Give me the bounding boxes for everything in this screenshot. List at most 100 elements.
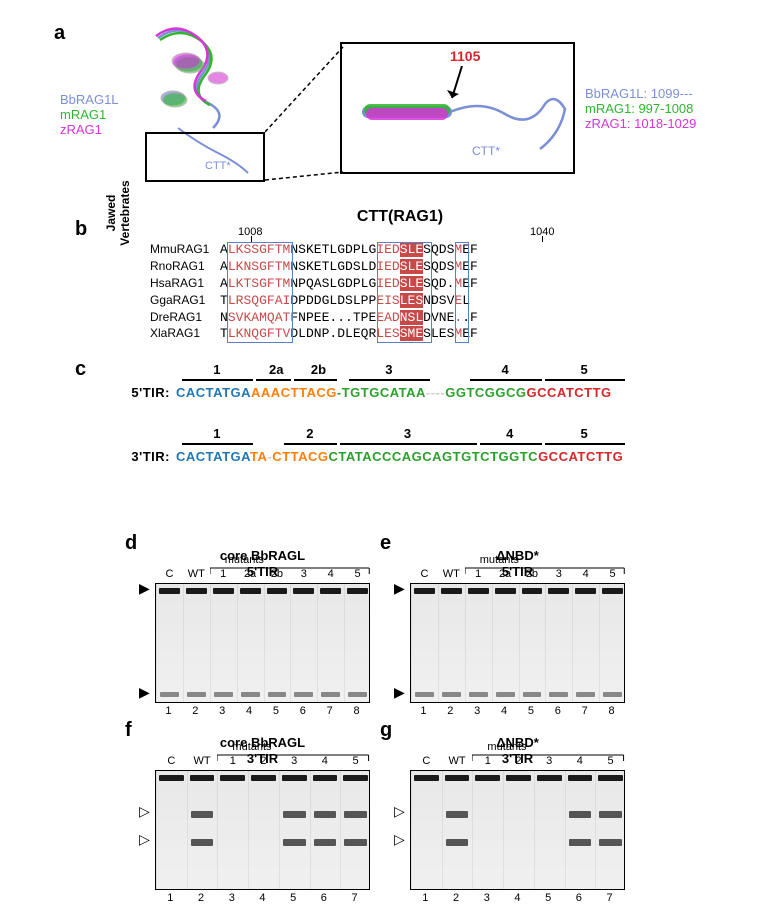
residue: G [337,259,345,274]
species-label: GgaRAG1 [150,293,220,309]
tir-sequence: 5'TIR:CACTATGAAAACTTACG-TGTGCATAA----GGT… [120,385,612,400]
residue: E [353,326,361,341]
lane-separator [310,771,311,889]
residue: T [275,276,283,291]
tir-region-seq: TCTGGTC [472,449,538,464]
gel-band [220,775,245,781]
open-arrow-icon: ▷ [139,803,150,820]
gel-band [314,839,337,846]
residue: A [314,276,322,291]
tir-label: 3'TIR: [120,449,170,464]
lane-label: 5 [340,755,371,767]
panel-a-label: a [54,22,65,45]
gel-band [159,588,180,594]
residue: E [384,276,392,291]
residue: N [220,310,228,325]
residue: S [251,259,259,274]
gel-band [537,775,562,781]
residue: A [384,310,392,325]
tir-sequence: 3'TIR:CACTATGATA-CTTACGCTATACCCAGCAGTGTC… [120,449,623,464]
gel-band [446,839,469,846]
residue: N [298,310,306,325]
gel-band [603,692,622,697]
lane-separator [534,771,535,889]
residue: D [337,326,345,341]
mutants-label: mutants [480,554,519,566]
residue: D [290,293,298,308]
residue: E [384,242,392,257]
gel-band [186,588,207,594]
ctt-label-zoom: CTT* [472,144,500,158]
gel-band [283,811,306,818]
residue: S [251,242,259,257]
region-line [182,379,253,381]
gel-band [320,588,341,594]
gel-band [283,839,306,846]
tir-region-seq: TTACG [291,385,337,400]
residue: L [431,326,439,341]
ctt-tail [450,94,570,164]
gel-band [294,692,313,697]
gel-band [321,692,340,697]
lane-separator [595,771,596,889]
lane-number: 7 [339,892,370,904]
lane-label: 1 [472,755,503,767]
lane-number: 5 [263,705,290,717]
gel-band [414,588,435,594]
lane-separator [317,584,318,702]
lane-label: 3 [279,755,310,767]
filled-arrow-icon: ▶ [139,580,150,597]
gel-band [549,692,568,697]
region-line [256,379,290,381]
residue: F [470,326,478,341]
lane-separator [599,584,600,702]
open-arrow-icon: ▷ [394,803,405,820]
residue: E [384,259,392,274]
residue: S [400,242,408,257]
lane-label: 2b [519,568,546,580]
lane-separator [492,584,493,702]
residue: S [345,293,353,308]
region-number: 2a [269,362,283,377]
gel-band [523,692,542,697]
residue: P [298,293,306,308]
lane-separator [217,771,218,889]
residue: A [220,276,228,291]
panel-a-legend: BbRAG1L mRAG1 zRAG1 [60,92,119,137]
residue: E [314,259,322,274]
tir-region-seq: CACTATGA [176,385,251,400]
residue: L [228,242,236,257]
zoom-lines [265,42,345,182]
lane-separator [565,771,566,889]
lane-separator [438,584,439,702]
lane-number: 1 [410,892,441,904]
lane-label: 3 [545,568,572,580]
region-number: 5 [581,362,588,377]
residue: E [462,326,470,341]
region-number: 3 [385,362,392,377]
residue: N [423,293,431,308]
lane-number: 4 [491,705,518,717]
lane-labels-bottom: 1234567 [410,892,625,904]
panel-a-right-labels: BbRAG1L: 1099--- mRAG1: 997-1008 zRAG1: … [585,86,696,131]
gel-band [598,775,623,781]
lane-label: WT [438,568,465,580]
residue: I [376,276,384,291]
ctt-label-small: CTT* [205,160,231,172]
residue-callout: 1105 [450,48,480,64]
lane-separator [237,584,238,702]
filled-arrow-icon: ▶ [139,684,150,701]
lane-separator [465,584,466,702]
residue: N [439,310,447,325]
residue: Q [251,326,259,341]
gel-image: mutantsCWT12a2b345 [410,583,625,703]
lane-separator [472,771,473,889]
lane-number: 4 [247,892,278,904]
lane-labels-bottom: 1234567 [155,892,370,904]
tir-region-seq: CTTACG [272,449,328,464]
residue: K [306,259,314,274]
residue: F [267,326,275,341]
residue: D [306,293,314,308]
lane-labels-bottom: 12345678 [410,705,625,717]
residue: T [220,326,228,341]
